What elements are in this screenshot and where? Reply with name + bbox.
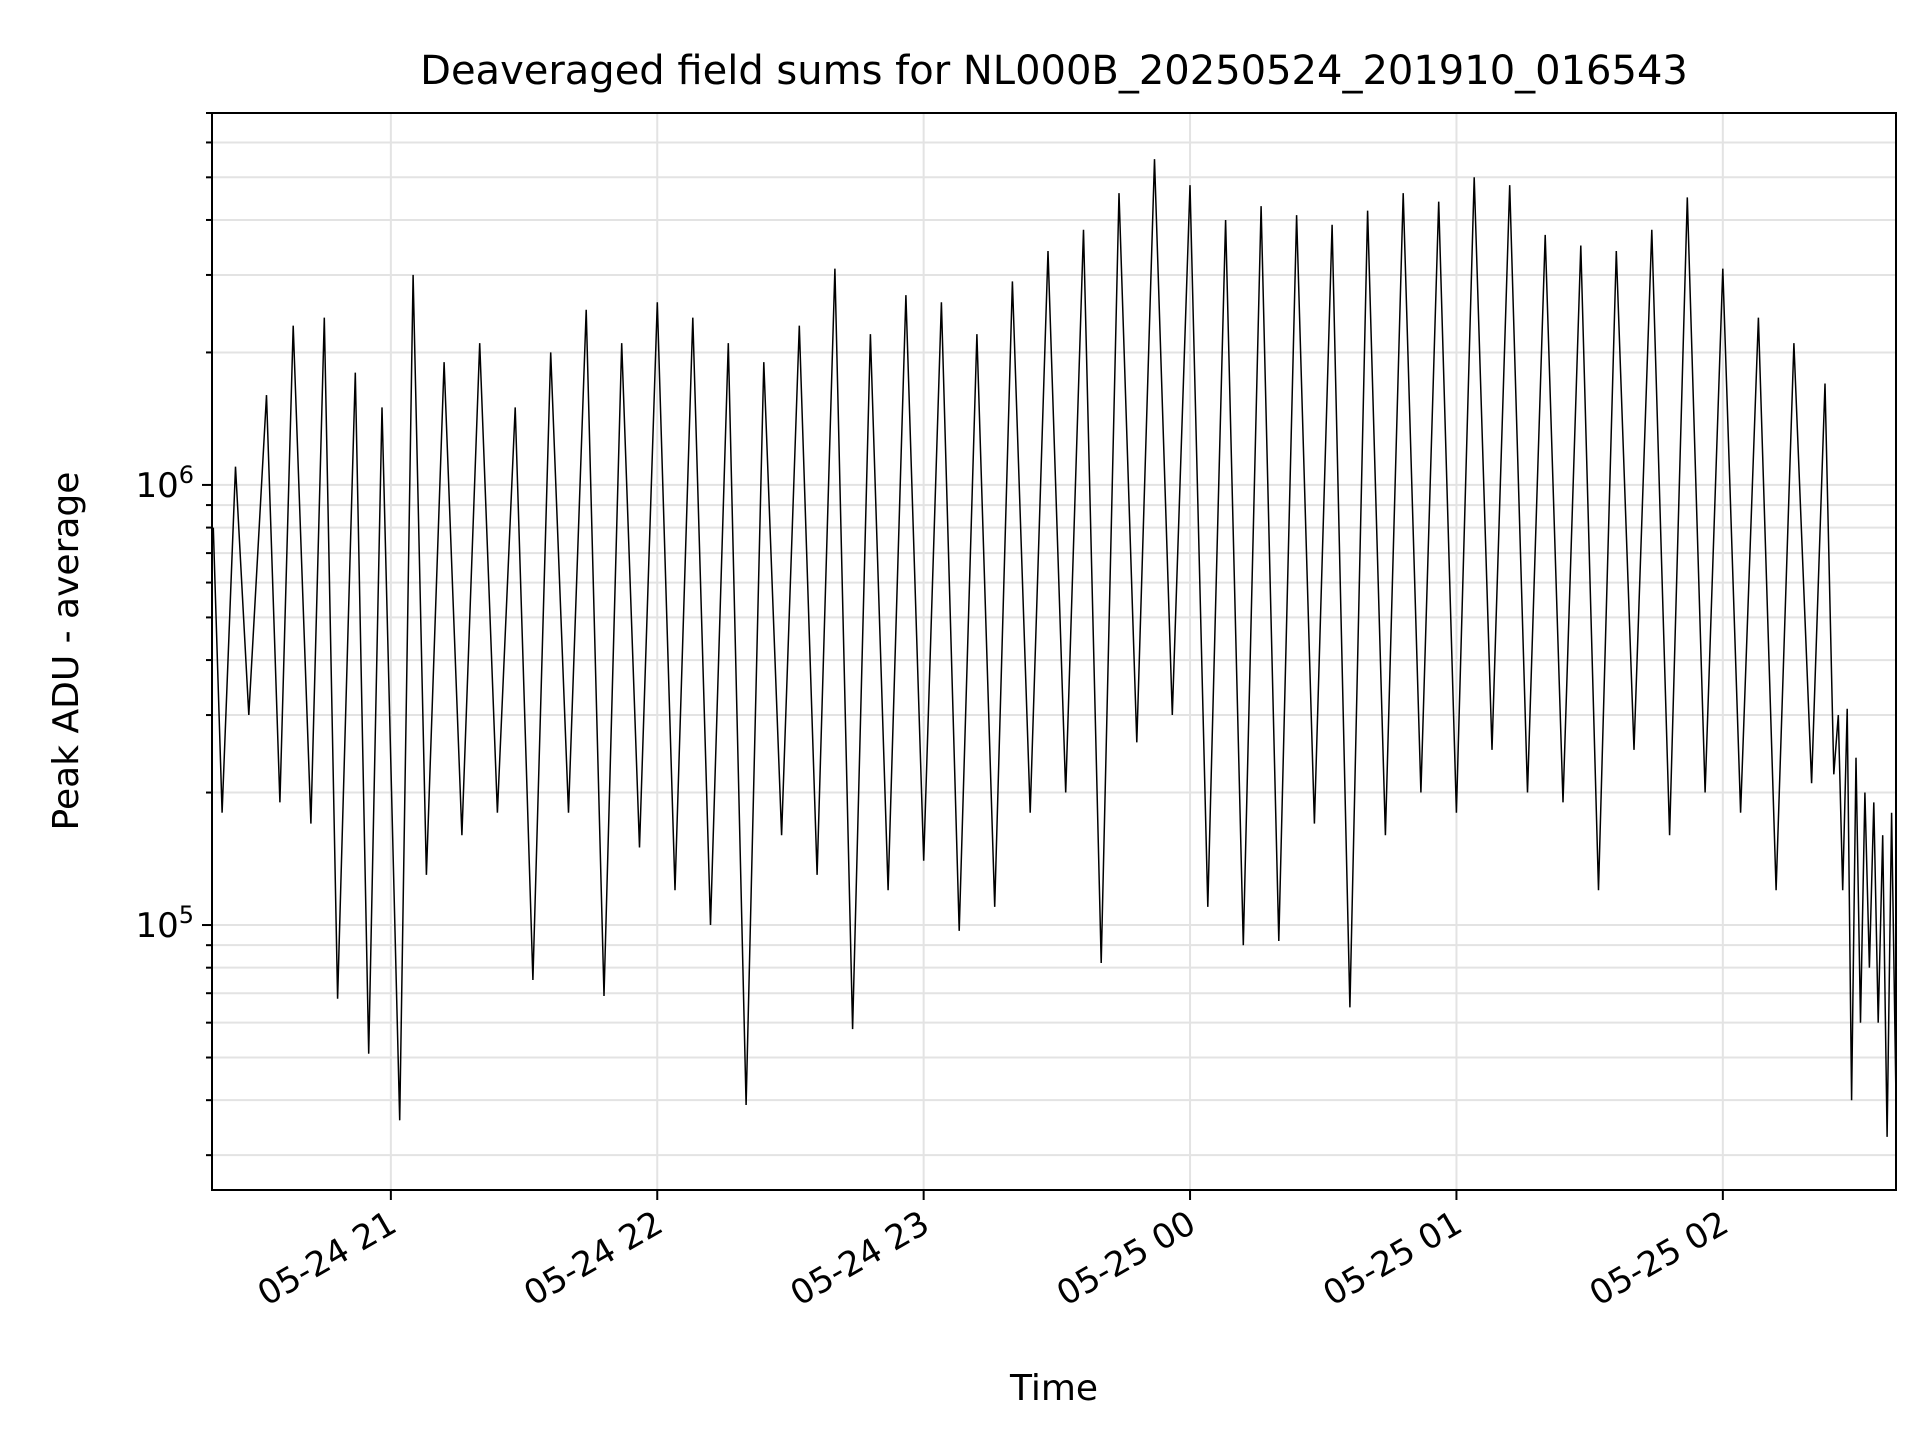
data-series-line [212,159,1897,1137]
y-tick-base: 10 [135,466,178,506]
y-axis-label: Peak ADU - average [46,472,87,831]
x-axis-label: Time [1009,1368,1098,1409]
y-tick-exponent: 5 [179,901,194,929]
chart-title: Deaveraged field sums for NL000B_2025052… [420,48,1688,94]
data-line-group [212,159,1897,1137]
axes-frame [211,112,1897,1191]
y-tick-exponent: 6 [179,461,194,489]
tick-marks [202,112,1724,1200]
y-tick-label: 105 [135,901,194,946]
y-tick-base: 10 [135,906,178,946]
y-tick-label: 106 [135,461,194,506]
